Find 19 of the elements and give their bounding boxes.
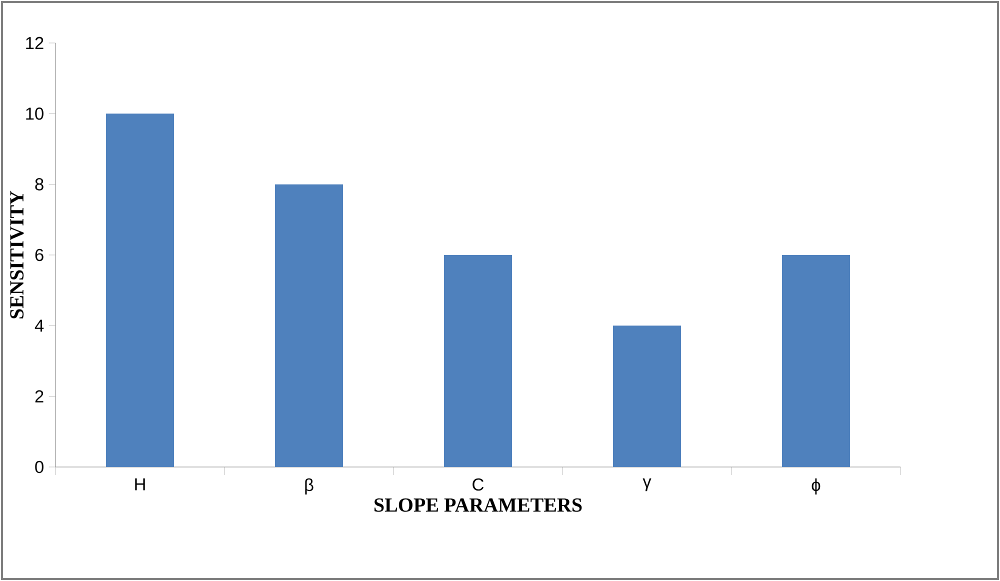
bar	[106, 114, 174, 467]
x-tick-label: H	[135, 478, 145, 490]
bar	[782, 254, 850, 467]
bar	[275, 184, 343, 467]
bar	[613, 326, 681, 467]
y-tick-label: 6	[35, 248, 44, 262]
x-tick-label: ϕ	[812, 478, 820, 495]
y-tick-label: 4	[34, 320, 44, 332]
x-axis-title: SLOPE PARAMETERS	[374, 498, 582, 512]
y-tick-label: 8	[35, 178, 44, 190]
y-tick-label: 12	[26, 36, 44, 50]
x-tick-label: γ	[642, 478, 652, 492]
y-tick-label: 2	[35, 390, 44, 402]
y-tick-label: 0	[35, 460, 44, 474]
bar	[444, 254, 512, 467]
x-tick-label: C	[472, 478, 484, 491]
y-tick-label: 10	[26, 108, 44, 120]
y-axis-title: SENSITIVITY	[10, 190, 24, 318]
x-tick-label: β	[305, 478, 314, 495]
